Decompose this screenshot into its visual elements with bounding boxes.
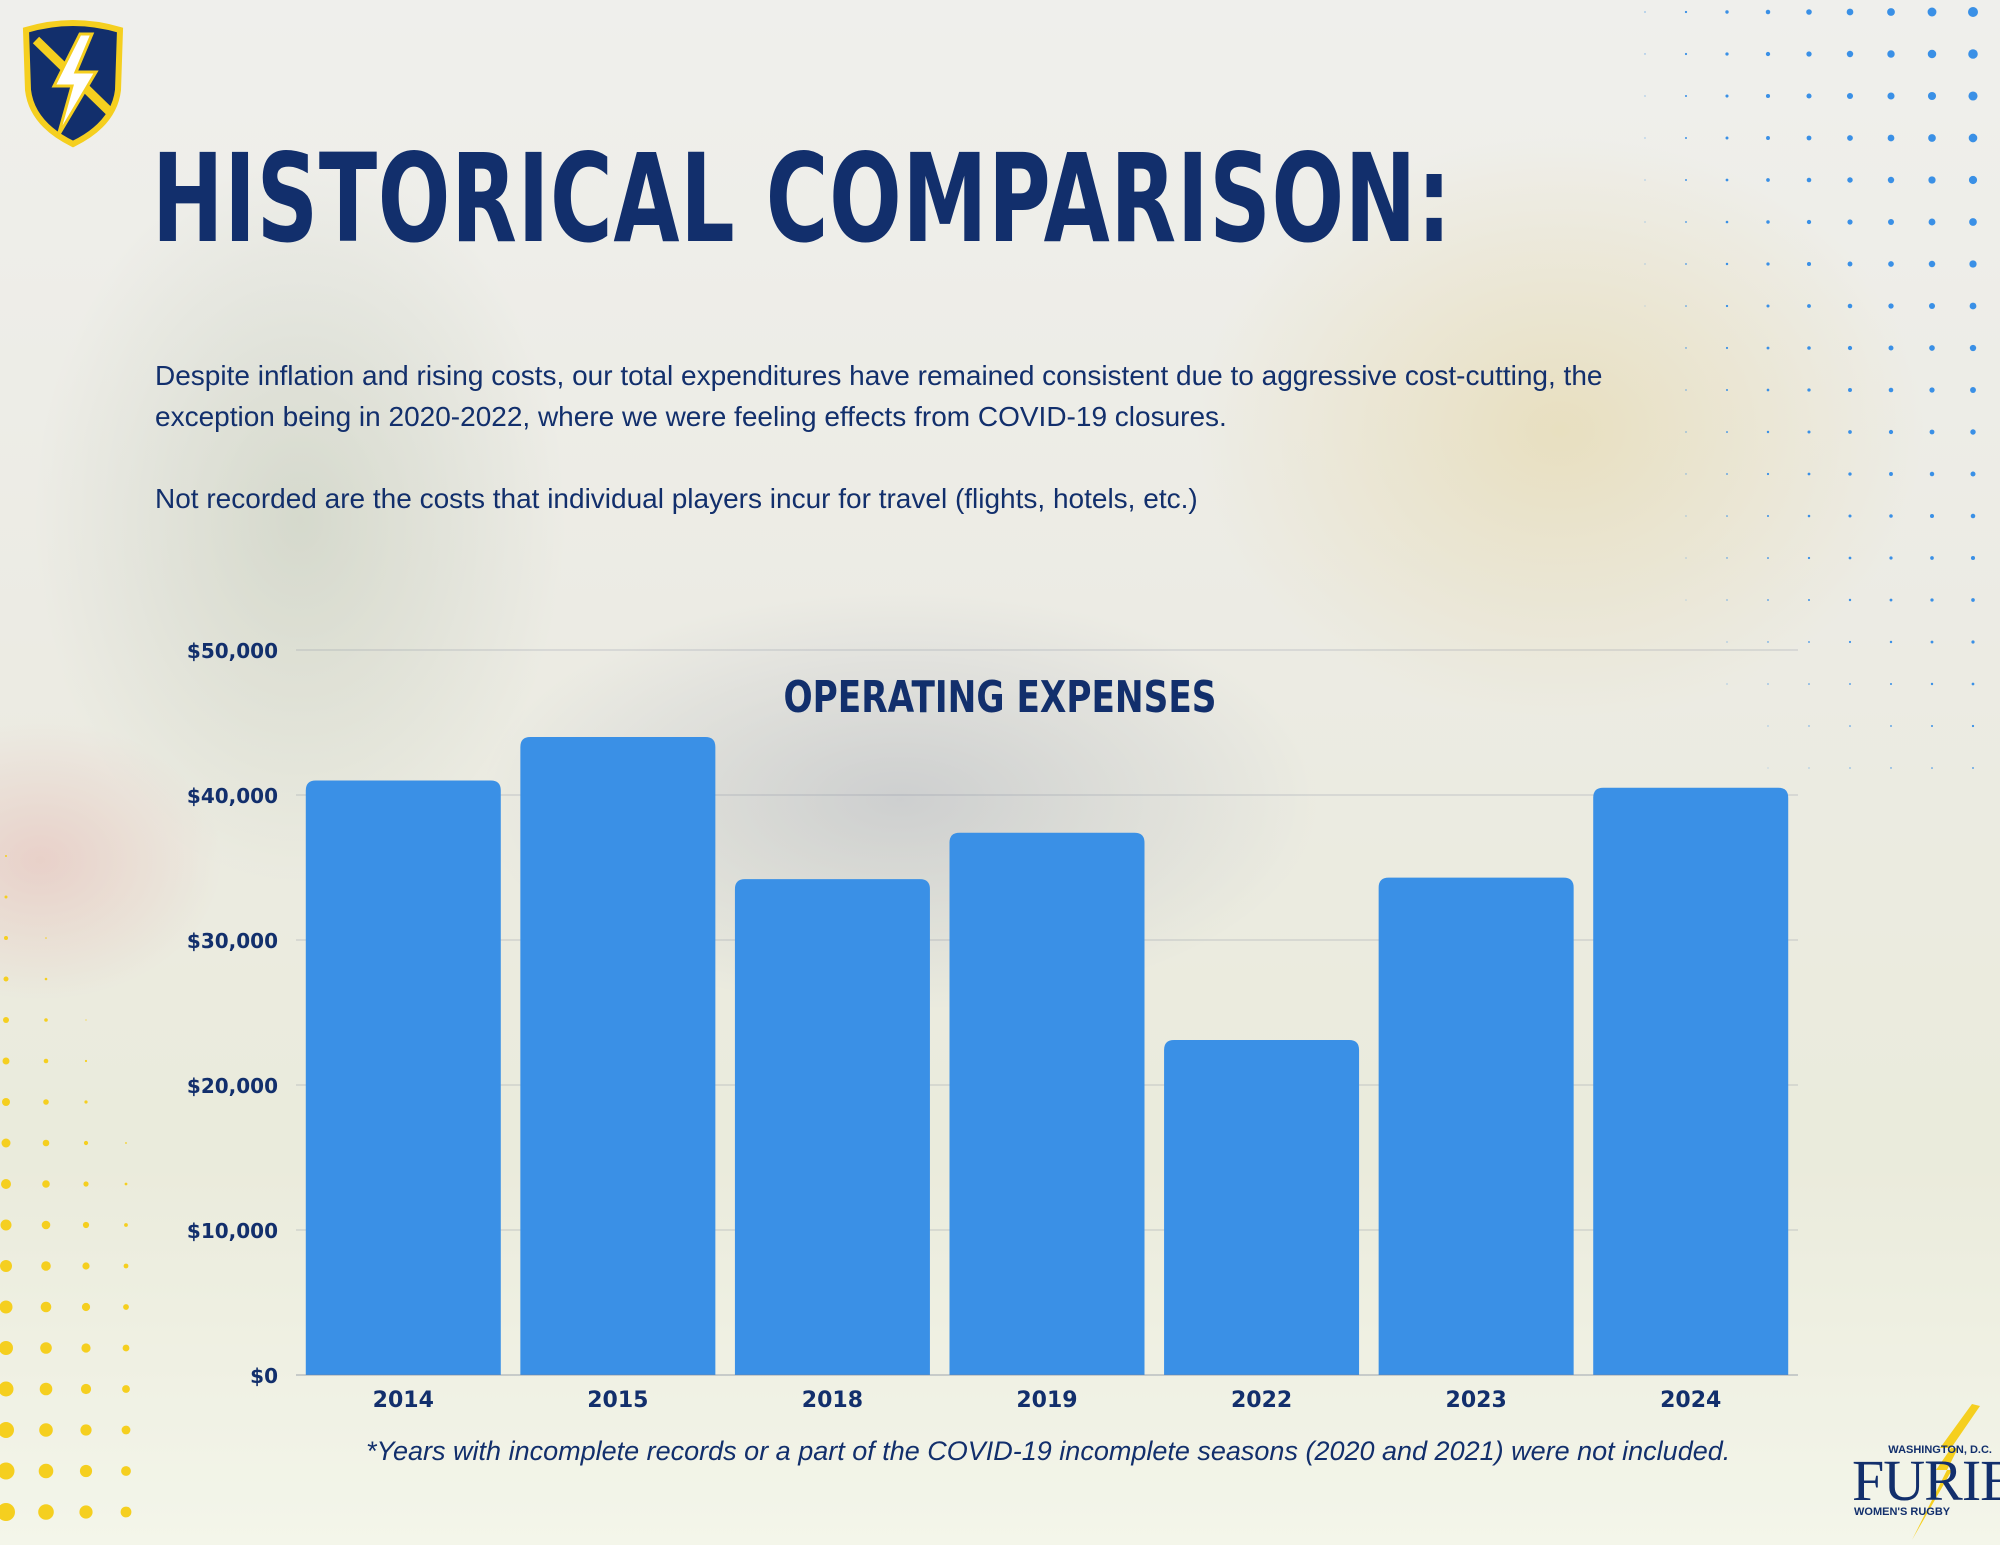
footnote: *Years with incomplete records or a part… [366, 1436, 1731, 1466]
bar-2023 [1378, 877, 1574, 1375]
x-tick-label: 2023 [1446, 1388, 1507, 1413]
bar-2014 [305, 780, 501, 1375]
x-tick-label: 2022 [1231, 1388, 1292, 1413]
furies-logo: WASHINGTON, D.C. FURIES WOMEN'S RUGBY [1840, 1400, 2000, 1545]
bar-2018 [734, 879, 930, 1375]
furies-subtitle: WOMEN'S RUGBY [1854, 1506, 1951, 1518]
chart-title: OPERATING EXPENSES [783, 672, 1216, 723]
x-tick-label: 2024 [1660, 1388, 1721, 1413]
intro-paragraph: Despite inflation and rising costs, our … [155, 360, 1603, 432]
y-tick-label: $30,000 [187, 929, 278, 953]
bar-2019 [949, 832, 1145, 1375]
x-tick-label: 2019 [1016, 1388, 1077, 1413]
y-tick-label: $40,000 [187, 784, 278, 808]
page-title: HISTORICAL COMPARISON: [152, 128, 1452, 270]
x-tick-label: 2018 [802, 1388, 863, 1413]
shield-lightning-icon [22, 20, 124, 148]
x-tick-label: 2015 [587, 1388, 648, 1413]
y-tick-label: $50,000 [187, 639, 278, 663]
blue-dot-pattern [1644, 7, 1978, 769]
bar-2024 [1593, 787, 1789, 1375]
x-tick-label: 2014 [373, 1388, 434, 1413]
furies-city-label: WASHINGTON, D.C. [1888, 1444, 1992, 1456]
bar-2015 [520, 737, 716, 1375]
bar-2022 [1164, 1040, 1360, 1375]
note-paragraph: Not recorded are the costs that individu… [155, 483, 1198, 514]
y-tick-label: $10,000 [187, 1219, 278, 1243]
y-tick-label: $20,000 [187, 1074, 278, 1098]
yellow-dot-pattern [0, 855, 132, 1521]
furies-wordmark: FURIES [1852, 1448, 2000, 1513]
lightning-bolt-icon [1912, 1404, 1980, 1540]
y-tick-label: $0 [250, 1364, 278, 1388]
